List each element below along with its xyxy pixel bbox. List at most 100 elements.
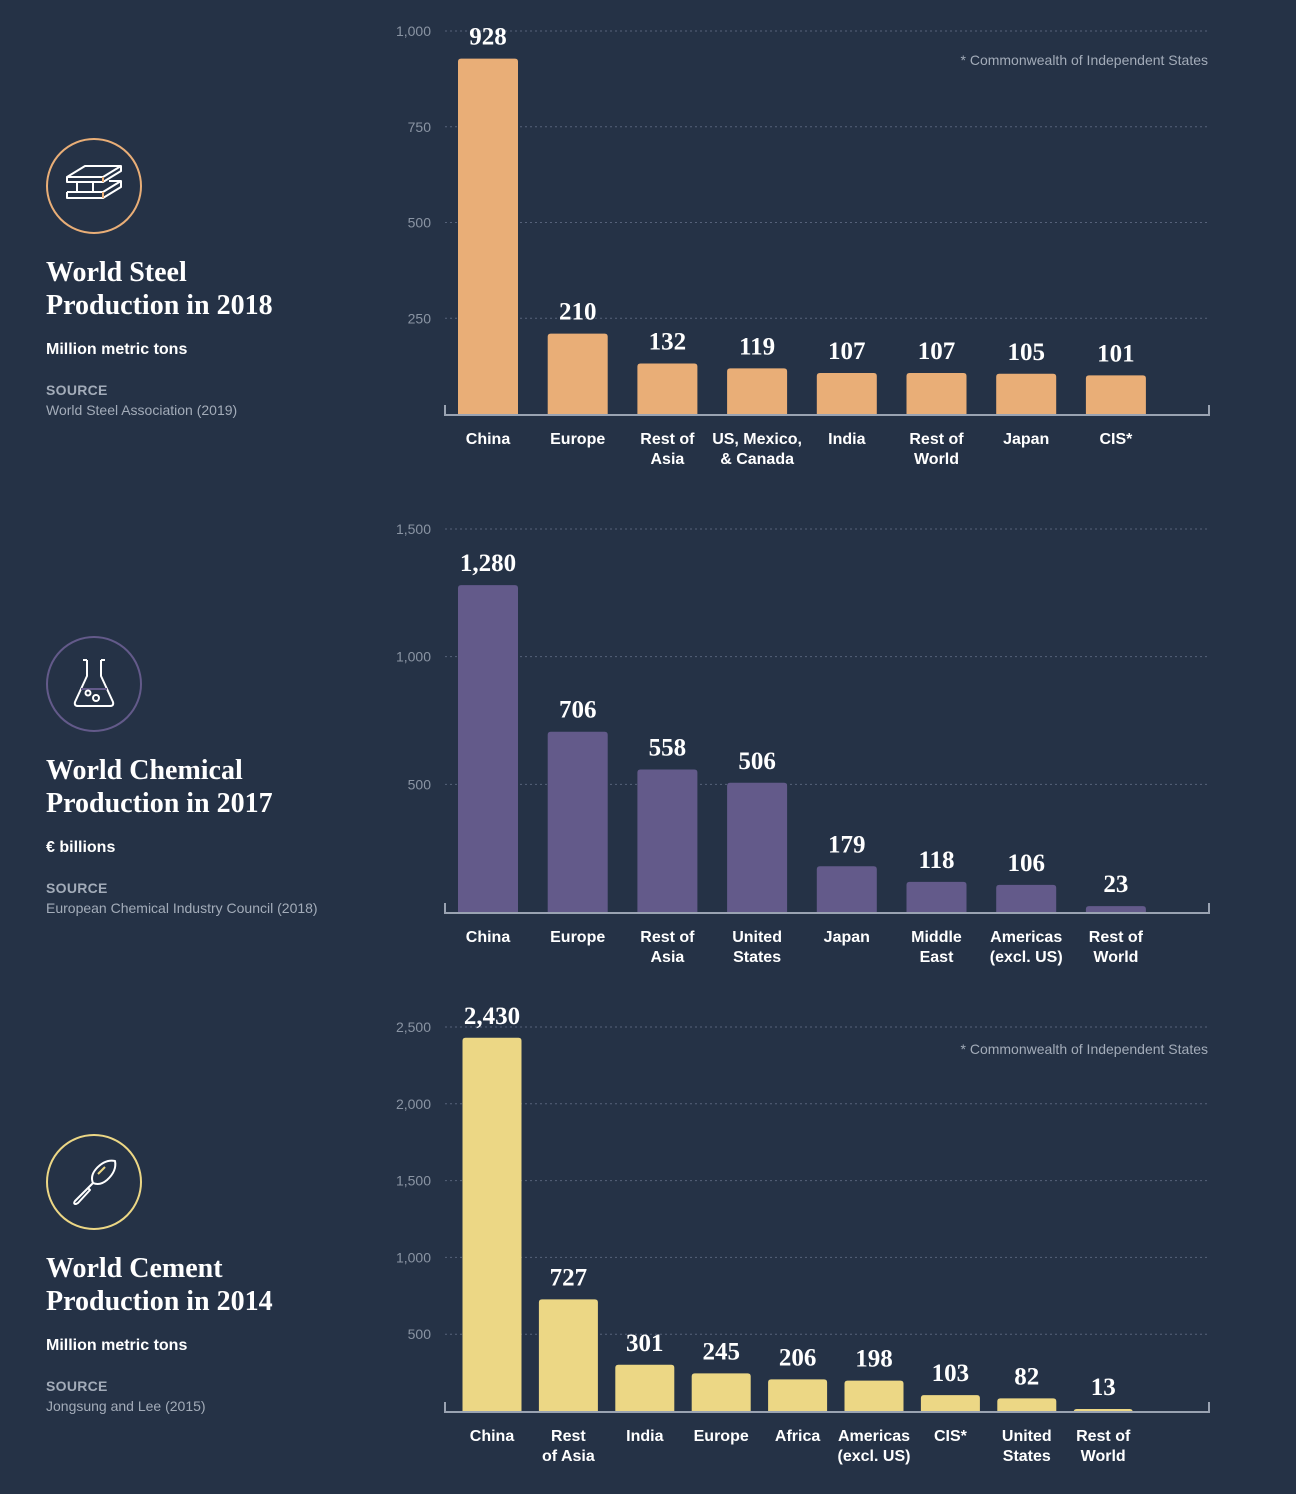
chemical-category-label: China — [466, 929, 511, 946]
chemical-value-label: 706 — [559, 697, 597, 724]
cement-value-label: 13 — [1091, 1374, 1116, 1401]
steel-category-label: Japan — [1003, 431, 1049, 448]
steel-bar — [547, 333, 608, 414]
steel-bar — [816, 373, 877, 414]
cement-category-label: States — [1003, 1448, 1051, 1465]
flask-icon — [73, 659, 115, 707]
cement-value-label: 2,430 — [464, 1003, 520, 1030]
steel-source-label: SOURCE — [46, 382, 108, 398]
chemical-bar — [727, 782, 788, 912]
cement-category-label: India — [626, 1428, 663, 1445]
chemical-category-label: Japan — [824, 929, 870, 946]
chemical-ytick-label: 1,000 — [396, 649, 431, 665]
cement-bar — [538, 1299, 598, 1411]
chemical-source: European Chemical Industry Council (2018… — [46, 900, 318, 916]
chemical-bar — [906, 881, 967, 912]
steel-bar — [996, 373, 1057, 414]
cement-bar — [1073, 1409, 1133, 1412]
chemical-category-label: Americas — [990, 929, 1062, 946]
steel-ytick-label: 500 — [408, 215, 432, 231]
steel-category-label: & Canada — [720, 451, 794, 468]
steel-value-label: 107 — [918, 338, 956, 365]
chemical-category-label: World — [1093, 949, 1138, 966]
steel-value-label: 928 — [469, 24, 507, 51]
cement-icon-circle — [46, 1134, 142, 1230]
trowel-icon — [73, 1159, 117, 1205]
steel-bar — [1085, 375, 1146, 414]
cement-bar — [462, 1037, 522, 1411]
chemical-title-line1: World Chemical — [46, 755, 243, 786]
cement-value-label: 727 — [550, 1264, 588, 1291]
steel-source: World Steel Association (2019) — [46, 402, 238, 418]
chemical-bar — [996, 884, 1057, 912]
cement-ytick-label: 500 — [408, 1326, 432, 1342]
chemical-ytick-label: 1,500 — [396, 521, 431, 537]
chemical-title-line2: Production in 2017 — [46, 788, 273, 819]
cement-ytick-label: 2,000 — [396, 1096, 431, 1112]
cement-category-label: Africa — [775, 1428, 820, 1445]
cement-footnote: * Commonwealth of Independent States — [960, 1041, 1209, 1057]
steel-title: World Steel Production in 2018 — [46, 256, 376, 322]
cement-category-label: Rest — [551, 1428, 586, 1445]
chemical-icon-circle — [46, 636, 142, 732]
cement-source: Jongsung and Lee (2015) — [46, 1398, 206, 1414]
chemical-title: World Chemical Production in 2017 — [46, 754, 376, 820]
steel-category-label: Rest of — [909, 431, 964, 448]
chemical-category-label: Middle — [911, 929, 962, 946]
steel-icon-circle — [46, 138, 142, 234]
cement-category-label: Americas — [838, 1428, 910, 1445]
chemical-category-label: Asia — [651, 949, 685, 966]
steel-chart: 250 500 750 1,000 928 China 210 Europe 132 Rest o… — [396, 23, 1210, 468]
cement-title: World Cement Production in 2014 — [46, 1252, 376, 1318]
steel-category-label: Rest of — [640, 431, 695, 448]
steel-value-label: 119 — [739, 333, 775, 360]
steel-category-label: Europe — [550, 431, 605, 448]
chemical-ytick-label: 500 — [408, 776, 432, 792]
cement-bar — [615, 1364, 675, 1411]
cement-bar — [844, 1380, 904, 1411]
steel-title-line2: Production in 2018 — [46, 290, 273, 321]
chemical-chart: 500 1,000 1,500 1,280 China 706 Europe 558 Rest … — [396, 521, 1210, 966]
cement-source-label: SOURCE — [46, 1378, 108, 1394]
cement-title-line2: Production in 2014 — [46, 1286, 273, 1317]
steel-bar — [906, 373, 967, 414]
steel-value-label: 132 — [649, 328, 687, 355]
chemical-category-label: United — [732, 929, 782, 946]
cement-ytick-label: 2,500 — [396, 1019, 431, 1035]
steel-category-label: Asia — [651, 451, 685, 468]
chemical-value-label: 558 — [649, 735, 687, 762]
steel-title-line1: World Steel — [46, 257, 187, 288]
cement-unit: Million metric tons — [46, 1337, 188, 1354]
chemical-value-label: 179 — [828, 831, 866, 858]
chemical-value-label: 506 — [738, 748, 776, 775]
cement-title-line1: World Cement — [46, 1253, 223, 1284]
cement-category-label: World — [1081, 1448, 1126, 1465]
chemical-bar — [1085, 906, 1146, 912]
cement-bar — [768, 1379, 828, 1411]
cement-category-label: Rest of — [1076, 1428, 1131, 1445]
cement-value-label: 245 — [702, 1338, 740, 1365]
chemical-category-label: States — [733, 949, 781, 966]
steel-panel: World Steel Production in 2018 Million m… — [0, 0, 1296, 480]
steel-bar — [458, 58, 518, 415]
cement-category-label: (excl. US) — [838, 1448, 911, 1465]
chemical-category-label: East — [920, 949, 954, 966]
steel-value-label: 210 — [559, 299, 597, 326]
cement-ytick-label: 1,000 — [396, 1249, 431, 1265]
cement-category-label: of Asia — [542, 1448, 595, 1465]
cement-value-label: 198 — [855, 1346, 893, 1373]
steel-info: World Steel Production in 2018 Million m… — [46, 138, 376, 418]
cement-category-label: China — [470, 1428, 515, 1445]
steel-value-label: 105 — [1007, 339, 1045, 366]
chemical-source-label: SOURCE — [46, 880, 108, 896]
chemical-bar — [547, 731, 608, 912]
steel-ytick-label: 250 — [408, 310, 432, 326]
cement-value-label: 206 — [779, 1344, 817, 1371]
steel-category-label: China — [466, 431, 511, 448]
cement-category-label: CIS* — [934, 1428, 968, 1445]
steel-footnote: * Commonwealth of Independent States — [960, 52, 1209, 68]
steel-ytick-label: 750 — [408, 119, 432, 135]
cement-bar — [691, 1373, 751, 1411]
chemical-value-label: 23 — [1103, 871, 1128, 898]
chemical-category-label: Rest of — [640, 929, 695, 946]
